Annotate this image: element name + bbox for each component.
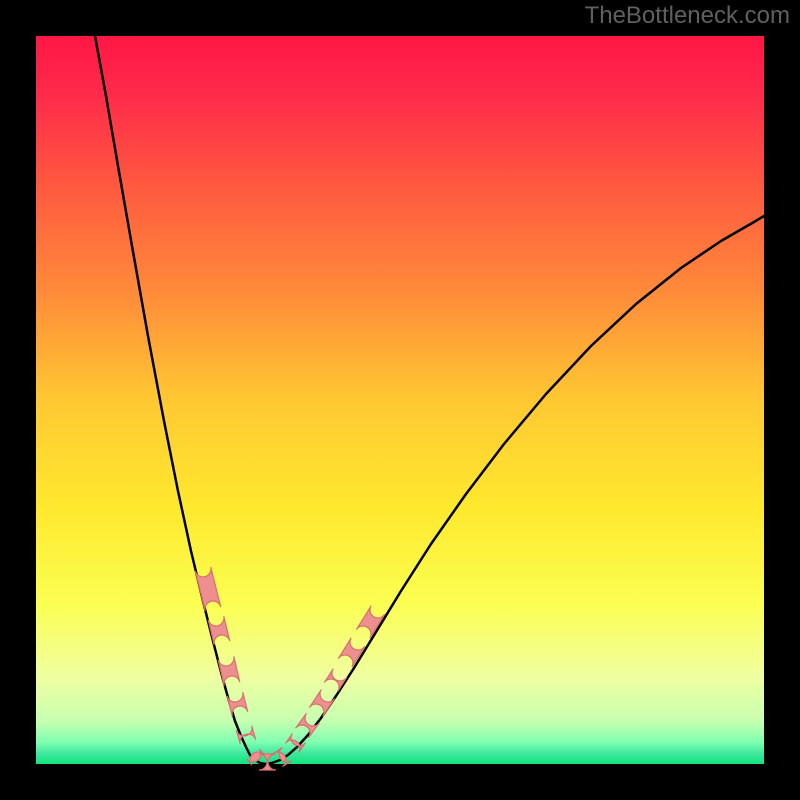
chart-container: TheBottleneck.com (0, 0, 800, 800)
data-marker (309, 690, 334, 717)
watermark-text: TheBottleneck.com (585, 2, 790, 30)
data-marker (356, 606, 385, 638)
data-marker (274, 747, 292, 766)
data-marker (227, 692, 248, 716)
data-markers (195, 567, 385, 770)
data-marker (218, 656, 240, 686)
data-marker (208, 616, 230, 645)
curve-layer (36, 36, 764, 764)
data-marker (324, 669, 346, 692)
plot-area (36, 36, 764, 764)
curve-left-branch (95, 36, 265, 764)
data-marker (338, 638, 365, 667)
